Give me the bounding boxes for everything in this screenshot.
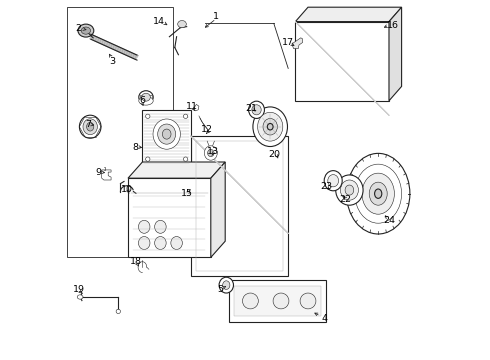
Ellipse shape bbox=[345, 185, 354, 195]
Ellipse shape bbox=[81, 27, 91, 34]
Text: 13: 13 bbox=[207, 147, 219, 156]
Text: 1: 1 bbox=[213, 12, 219, 21]
Bar bbox=[191, 136, 288, 276]
Polygon shape bbox=[292, 38, 303, 49]
Bar bbox=[229, 280, 326, 322]
Ellipse shape bbox=[146, 114, 150, 118]
Ellipse shape bbox=[219, 277, 233, 293]
Text: 14: 14 bbox=[153, 17, 165, 26]
Text: 11: 11 bbox=[186, 102, 198, 111]
Ellipse shape bbox=[139, 91, 153, 104]
Polygon shape bbox=[128, 162, 225, 178]
Ellipse shape bbox=[300, 293, 316, 309]
Ellipse shape bbox=[268, 123, 273, 130]
Text: 9: 9 bbox=[95, 168, 101, 177]
Text: 6: 6 bbox=[139, 96, 146, 105]
Ellipse shape bbox=[155, 220, 166, 233]
Ellipse shape bbox=[183, 157, 188, 161]
Text: 19: 19 bbox=[73, 285, 85, 294]
Text: 22: 22 bbox=[339, 195, 351, 204]
Ellipse shape bbox=[258, 112, 283, 141]
Text: 10: 10 bbox=[121, 184, 133, 194]
Text: 17: 17 bbox=[281, 38, 294, 47]
Text: 5: 5 bbox=[217, 285, 223, 294]
Ellipse shape bbox=[253, 107, 288, 147]
Ellipse shape bbox=[146, 157, 150, 161]
Ellipse shape bbox=[248, 101, 265, 118]
Text: 21: 21 bbox=[245, 104, 257, 112]
Ellipse shape bbox=[346, 153, 410, 234]
Text: 4: 4 bbox=[321, 314, 327, 323]
Ellipse shape bbox=[78, 24, 94, 37]
Text: 2: 2 bbox=[75, 24, 82, 33]
Ellipse shape bbox=[208, 149, 214, 157]
Ellipse shape bbox=[83, 119, 98, 135]
Bar bbox=[67, 7, 173, 257]
Ellipse shape bbox=[116, 309, 121, 314]
Text: 8: 8 bbox=[132, 143, 138, 152]
Bar bbox=[295, 22, 389, 101]
Bar bbox=[143, 110, 191, 166]
Ellipse shape bbox=[139, 220, 150, 233]
Ellipse shape bbox=[341, 180, 358, 200]
Text: 15: 15 bbox=[181, 189, 193, 198]
Ellipse shape bbox=[142, 93, 150, 101]
Ellipse shape bbox=[162, 129, 171, 139]
Ellipse shape bbox=[222, 281, 230, 289]
Ellipse shape bbox=[87, 122, 94, 131]
Text: 3: 3 bbox=[109, 57, 115, 66]
Ellipse shape bbox=[77, 295, 83, 299]
Text: 24: 24 bbox=[384, 216, 396, 225]
Ellipse shape bbox=[153, 119, 180, 149]
Ellipse shape bbox=[252, 105, 261, 115]
Polygon shape bbox=[211, 162, 225, 257]
Ellipse shape bbox=[273, 293, 289, 309]
Ellipse shape bbox=[139, 237, 150, 249]
Text: 16: 16 bbox=[387, 21, 398, 30]
Ellipse shape bbox=[171, 237, 182, 249]
Ellipse shape bbox=[155, 237, 166, 249]
Bar bbox=[234, 286, 320, 316]
Text: 7: 7 bbox=[85, 120, 92, 129]
Polygon shape bbox=[389, 7, 402, 101]
Text: 20: 20 bbox=[269, 150, 280, 159]
Ellipse shape bbox=[79, 115, 101, 138]
Ellipse shape bbox=[158, 124, 176, 144]
Ellipse shape bbox=[139, 96, 153, 105]
Polygon shape bbox=[102, 170, 111, 180]
Ellipse shape bbox=[336, 175, 363, 205]
Ellipse shape bbox=[328, 175, 339, 187]
Ellipse shape bbox=[362, 173, 394, 214]
Ellipse shape bbox=[178, 21, 186, 28]
Ellipse shape bbox=[355, 164, 402, 223]
Ellipse shape bbox=[324, 171, 342, 191]
Bar bbox=[140, 95, 152, 101]
Text: 12: 12 bbox=[201, 125, 213, 134]
Text: 18: 18 bbox=[130, 256, 142, 265]
Ellipse shape bbox=[374, 189, 382, 198]
Ellipse shape bbox=[183, 114, 188, 118]
Ellipse shape bbox=[263, 118, 277, 135]
Bar bbox=[128, 178, 211, 257]
Ellipse shape bbox=[369, 182, 387, 205]
Polygon shape bbox=[295, 7, 402, 22]
Ellipse shape bbox=[243, 293, 258, 309]
Ellipse shape bbox=[204, 146, 217, 160]
Text: 23: 23 bbox=[320, 182, 332, 191]
Bar bbox=[196, 141, 283, 271]
